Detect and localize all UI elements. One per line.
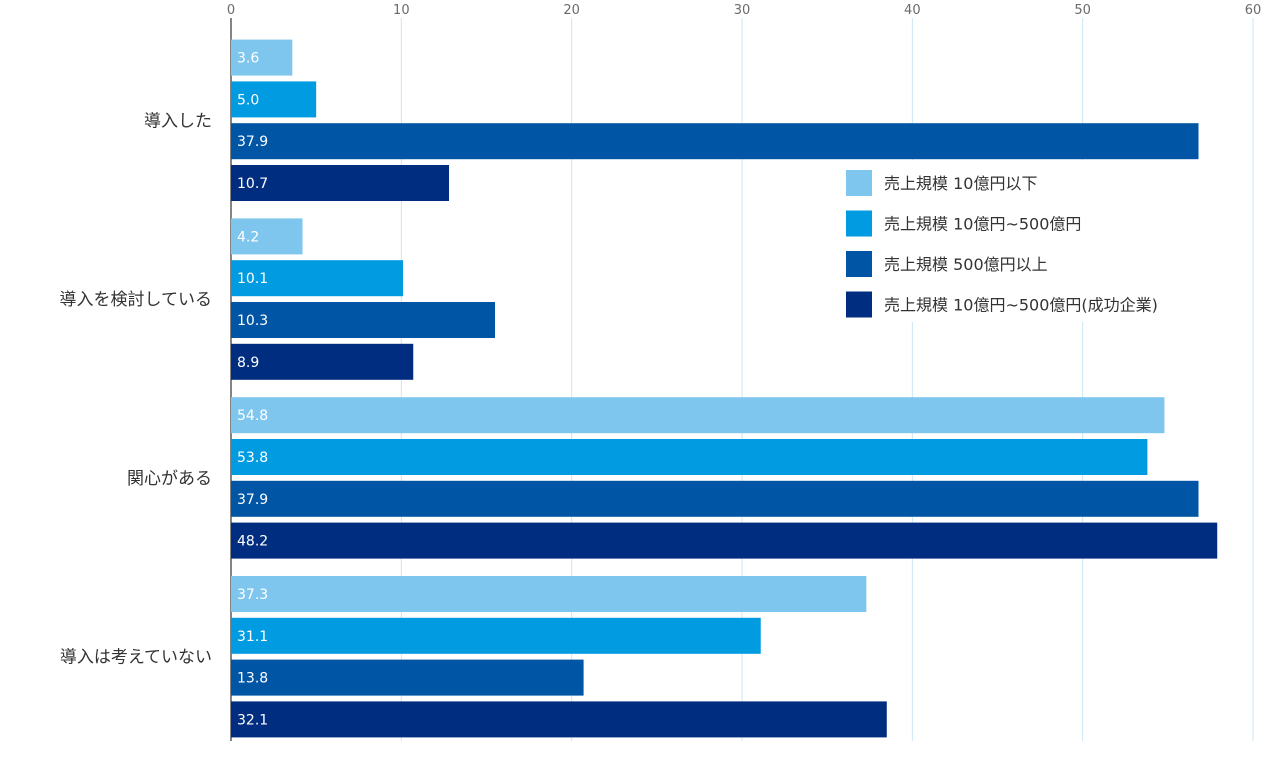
bar — [231, 480, 1199, 517]
bar — [231, 81, 317, 118]
bar — [231, 522, 1218, 559]
bar-value-label: 32.1 — [237, 712, 268, 728]
bar — [231, 701, 887, 738]
bar-value-label: 3.6 — [237, 51, 259, 67]
legend-swatch — [846, 170, 872, 196]
bar — [231, 123, 1199, 160]
legend-label: 売上規模 500億円以上 — [884, 255, 1048, 274]
bar-value-label: 31.1 — [237, 629, 268, 645]
x-tick-label: 40 — [904, 3, 921, 18]
bar — [231, 343, 414, 380]
bar — [231, 218, 303, 255]
x-axis-ticks: 0 10 20 30 40 50 60 — [227, 3, 1261, 18]
x-tick-label: 30 — [734, 3, 751, 18]
legend-background — [832, 160, 1234, 322]
bar-value-label: 8.9 — [237, 355, 259, 371]
bar — [231, 617, 761, 654]
bar-value-label: 37.9 — [237, 134, 268, 150]
legend-label: 売上規模 10億円~500億円(成功企業) — [884, 296, 1158, 315]
x-tick-label: 60 — [1245, 3, 1262, 18]
x-tick-label: 0 — [227, 3, 235, 18]
legend-label: 売上規模 10億円以下 — [884, 174, 1037, 193]
bar — [231, 659, 584, 696]
legend-swatch — [846, 210, 872, 237]
legend-swatch — [846, 291, 872, 318]
bar — [231, 260, 404, 297]
bars: 3.6 5.0 37.9 10.7 4.2 10.1 10.3 8.9 54.8 53.8 37.9… — [231, 39, 1218, 738]
legend-swatch — [846, 251, 872, 277]
bar-value-label: 53.8 — [237, 450, 268, 466]
bar-value-label: 10.1 — [237, 271, 268, 287]
bar — [231, 165, 450, 201]
x-tick-label: 50 — [1074, 3, 1091, 18]
legend-label: 売上規模 10億円~500億円 — [884, 215, 1081, 234]
bar-value-label: 10.7 — [237, 176, 268, 192]
bar-value-label: 48.2 — [237, 534, 268, 550]
bar-value-label: 13.8 — [237, 671, 268, 687]
category-label: 導入は考えていない — [60, 648, 212, 668]
bar-value-label: 54.8 — [237, 408, 268, 424]
bar — [231, 439, 1148, 475]
bar-value-label: 10.3 — [237, 313, 268, 329]
bar — [231, 302, 496, 338]
category-label: 導入した — [144, 111, 212, 131]
bar — [231, 576, 867, 612]
category-label: 関心がある — [127, 469, 212, 489]
bar — [231, 39, 293, 76]
x-tick-label: 10 — [393, 3, 410, 18]
bar-value-label: 4.2 — [237, 229, 259, 245]
bar-value-label: 37.3 — [237, 587, 268, 603]
category-label: 導入を検討している — [60, 290, 213, 310]
bar-value-label: 5.0 — [237, 92, 259, 108]
bar-value-label: 37.9 — [237, 492, 268, 508]
bar — [231, 397, 1165, 434]
x-tick-label: 20 — [563, 3, 580, 18]
